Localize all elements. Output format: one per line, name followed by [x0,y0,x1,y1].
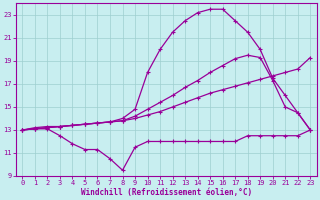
X-axis label: Windchill (Refroidissement éolien,°C): Windchill (Refroidissement éolien,°C) [81,188,252,197]
